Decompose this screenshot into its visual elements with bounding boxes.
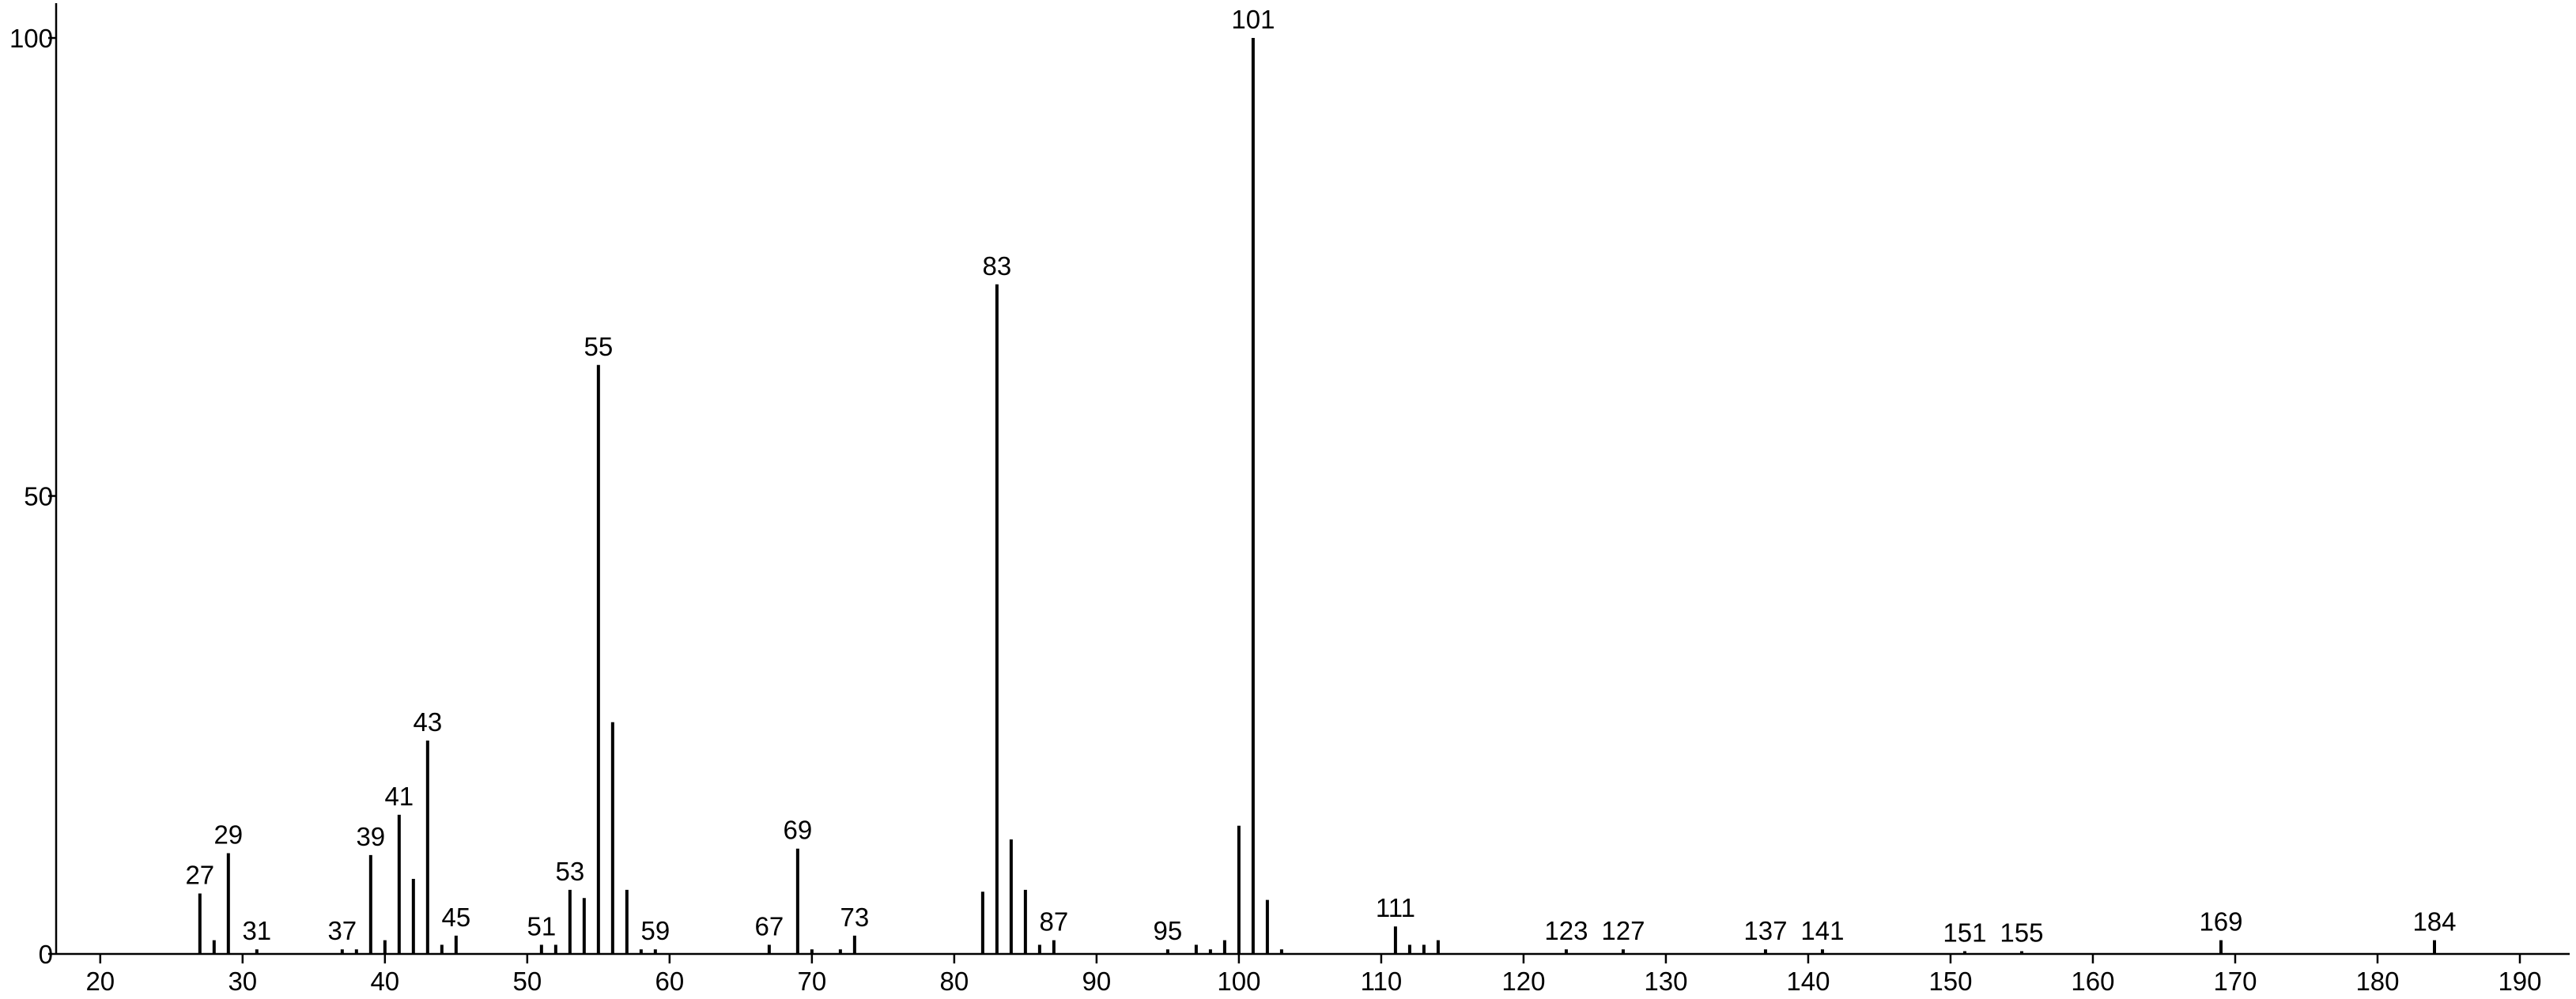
x-tick-label: 140 bbox=[1786, 967, 1830, 996]
peak-label: 29 bbox=[213, 820, 243, 850]
x-tick-label: 180 bbox=[2355, 967, 2399, 996]
peak-label: 59 bbox=[640, 916, 670, 945]
x-tick-label: 110 bbox=[1361, 967, 1403, 996]
x-tick-label: 80 bbox=[940, 967, 969, 996]
x-tick-label: 30 bbox=[228, 967, 257, 996]
y-tick-label: 50 bbox=[24, 482, 53, 511]
peak-label: 111 bbox=[1376, 893, 1415, 922]
peak-label: 53 bbox=[555, 857, 584, 886]
peak-label: 31 bbox=[242, 916, 271, 945]
peak-label: 141 bbox=[1800, 916, 1844, 945]
y-tick-label: 100 bbox=[9, 24, 53, 53]
x-tick-label: 100 bbox=[1217, 967, 1260, 996]
peak-label: 69 bbox=[783, 816, 812, 845]
peak-label: 73 bbox=[840, 903, 870, 932]
x-tick-label: 50 bbox=[512, 967, 542, 996]
peak-label: 87 bbox=[1040, 907, 1069, 937]
x-tick-label: 190 bbox=[2498, 967, 2541, 996]
x-tick-label: 40 bbox=[370, 967, 399, 996]
peak-label: 123 bbox=[1544, 916, 1588, 945]
x-tick-label: 90 bbox=[1082, 967, 1112, 996]
x-tick-label: 170 bbox=[2213, 967, 2257, 996]
peak-label: 43 bbox=[413, 707, 442, 737]
y-tick-label: 0 bbox=[39, 940, 53, 969]
peak-label: 27 bbox=[185, 861, 214, 890]
peak-label: 137 bbox=[1743, 916, 1787, 945]
x-tick-label: 130 bbox=[1644, 967, 1687, 996]
x-tick-label: 120 bbox=[1501, 967, 1545, 996]
peak-label: 39 bbox=[356, 822, 385, 851]
peak-label: 184 bbox=[2412, 907, 2456, 937]
peak-label: 169 bbox=[2199, 907, 2242, 937]
peak-label: 45 bbox=[441, 903, 470, 932]
x-tick-label: 160 bbox=[2071, 967, 2114, 996]
peak-label: 37 bbox=[327, 916, 357, 945]
peak-label: 83 bbox=[983, 251, 1012, 281]
peak-label: 55 bbox=[584, 332, 613, 361]
peak-label: 41 bbox=[384, 782, 414, 811]
x-tick-label: 70 bbox=[798, 967, 827, 996]
peak-label: 67 bbox=[754, 911, 784, 941]
peak-label: 51 bbox=[527, 911, 556, 941]
x-tick-label: 150 bbox=[1928, 967, 1972, 996]
peak-label: 155 bbox=[2000, 918, 2043, 948]
peak-label: 101 bbox=[1231, 5, 1275, 34]
peak-label: 95 bbox=[1154, 916, 1183, 945]
x-tick-label: 60 bbox=[655, 967, 684, 996]
x-tick-label: 20 bbox=[85, 967, 115, 996]
peak-label: 151 bbox=[1943, 918, 1986, 948]
peak-label: 127 bbox=[1601, 916, 1645, 945]
